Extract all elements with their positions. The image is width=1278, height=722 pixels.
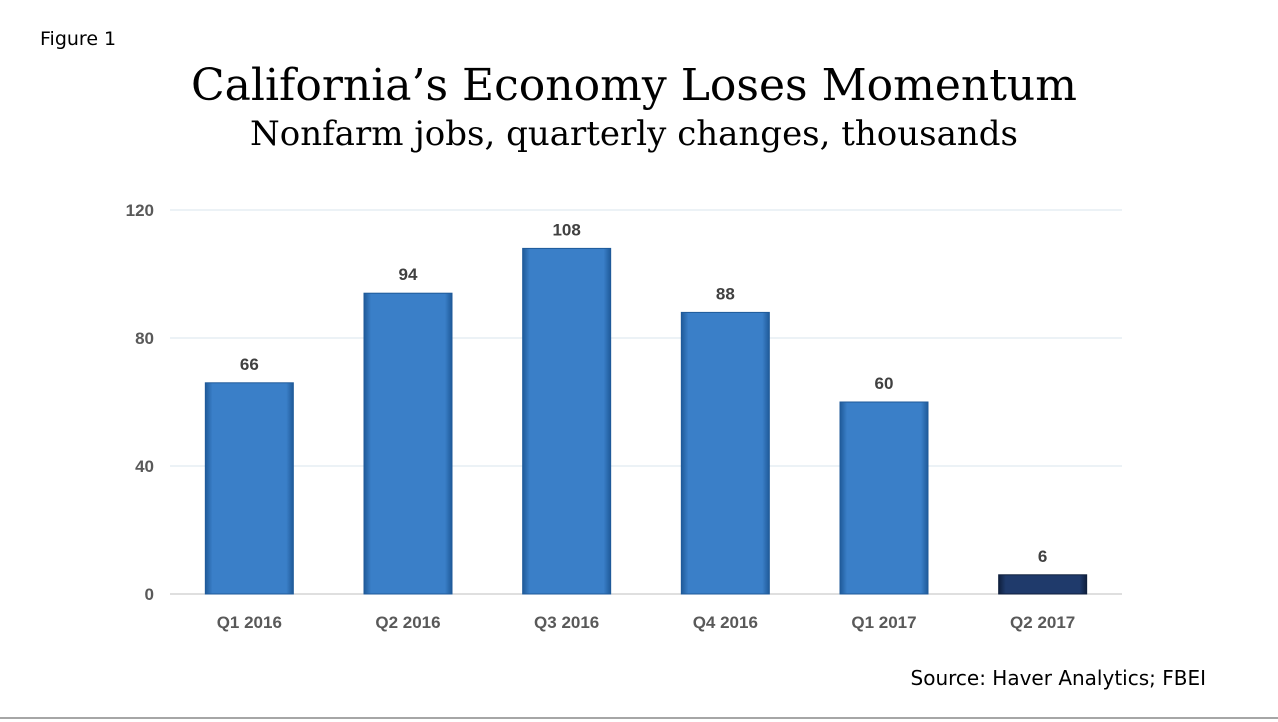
y-axis-ticks: 0 40 80 120 (126, 201, 154, 604)
data-labels: 66 94 108 88 60 6 (240, 220, 1048, 565)
x-axis-ticks: Q1 2016 Q2 2016 Q3 2016 Q4 2016 Q1 2017 Q2 20… (217, 613, 1076, 632)
bottom-divider (0, 717, 1278, 719)
data-label: 66 (240, 355, 259, 374)
data-label: 6 (1038, 547, 1047, 566)
figure-label: Figure 1 (40, 28, 117, 50)
bar-q2-2016 (363, 292, 453, 595)
bars (204, 247, 1088, 595)
bar-q1-2016 (204, 382, 294, 595)
x-tick-label: Q2 2016 (375, 613, 440, 632)
x-tick-label: Q3 2016 (534, 613, 599, 632)
data-label: 108 (552, 220, 580, 239)
chart-subtitle: Nonfarm jobs, quarterly changes, thousan… (249, 114, 1019, 154)
y-tick-label: 80 (135, 329, 154, 348)
data-label: 88 (716, 284, 735, 303)
x-tick-label: Q1 2017 (851, 613, 916, 632)
bar-q4-2016 (680, 311, 770, 595)
x-tick-label: Q4 2016 (693, 613, 758, 632)
data-label: 94 (399, 265, 418, 284)
y-tick-label: 0 (145, 585, 154, 604)
bar-q2-2017 (998, 574, 1088, 595)
bar-q1-2017 (839, 401, 929, 595)
gridlines (170, 209, 1122, 595)
bar-q3-2016 (522, 247, 612, 595)
y-tick-label: 120 (126, 201, 154, 220)
chart-title: California’s Economy Loses Momentum (191, 60, 1077, 111)
x-tick-label: Q2 2017 (1010, 613, 1075, 632)
source-note: Source: Haver Analytics; FBEI (910, 666, 1206, 690)
y-tick-label: 40 (135, 457, 154, 476)
x-tick-label: Q1 2016 (217, 613, 282, 632)
data-label: 60 (875, 374, 894, 393)
